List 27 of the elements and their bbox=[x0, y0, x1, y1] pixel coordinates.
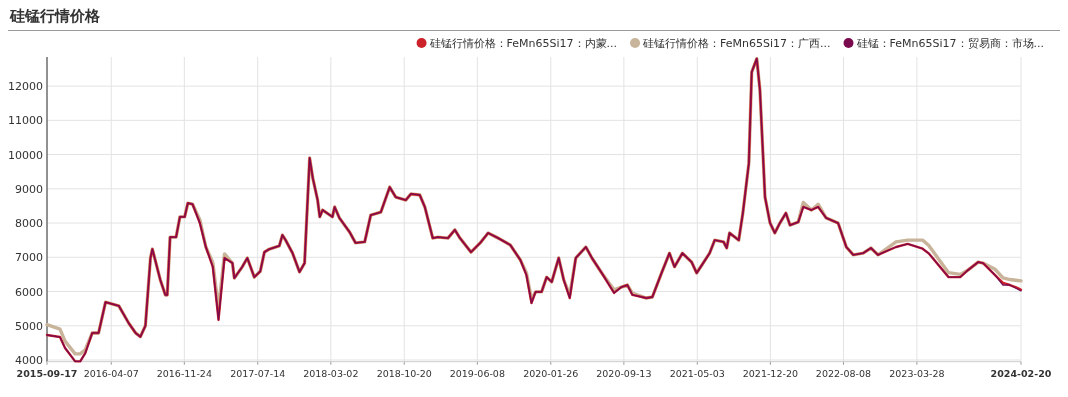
x-tick-label: 2018-10-20 bbox=[376, 367, 432, 379]
x-tick-label: 2015-09-17 bbox=[16, 367, 78, 379]
x-tick-label: 2016-11-24 bbox=[156, 367, 212, 379]
x-tick-label: 2021-05-03 bbox=[669, 367, 725, 379]
y-tick-label: 8000 bbox=[15, 217, 43, 231]
y-tick-label: 5000 bbox=[15, 319, 43, 333]
legend-label: 硅锰：FeMn65Si17：贸易商：市场... bbox=[855, 37, 1044, 50]
x-tick-label: 2019-06-08 bbox=[449, 367, 505, 379]
y-tick-label: 9000 bbox=[15, 182, 43, 196]
y-tick-label: 10000 bbox=[8, 148, 43, 162]
x-tick-label: 2016-04-07 bbox=[83, 367, 139, 379]
y-tick-label: 4000 bbox=[15, 353, 43, 367]
x-tick-label: 2018-03-02 bbox=[303, 367, 359, 379]
y-tick-label: 6000 bbox=[15, 285, 43, 299]
y-tick-label: 12000 bbox=[8, 80, 43, 94]
x-tick-label: 2023-03-28 bbox=[889, 367, 945, 379]
legend-label: 硅锰行情价格：FeMn65Si17：广西... bbox=[642, 37, 831, 50]
x-tick-label: 2022-08-08 bbox=[815, 367, 872, 379]
x-tick-label: 2020-01-26 bbox=[523, 367, 579, 379]
chart-title: 硅锰行情价格 bbox=[9, 7, 101, 25]
x-tick-label: 2020-09-13 bbox=[596, 367, 652, 379]
x-tick-label: 2017-07-14 bbox=[230, 367, 286, 379]
x-tick-label: 2024-02-20 bbox=[990, 367, 1052, 379]
legend-label: 硅锰行情价格：FeMn65Si17：内蒙... bbox=[428, 37, 618, 50]
y-tick-label: 11000 bbox=[8, 114, 43, 128]
x-tick-label: 2021-12-20 bbox=[742, 367, 798, 379]
y-tick-label: 7000 bbox=[15, 251, 43, 265]
